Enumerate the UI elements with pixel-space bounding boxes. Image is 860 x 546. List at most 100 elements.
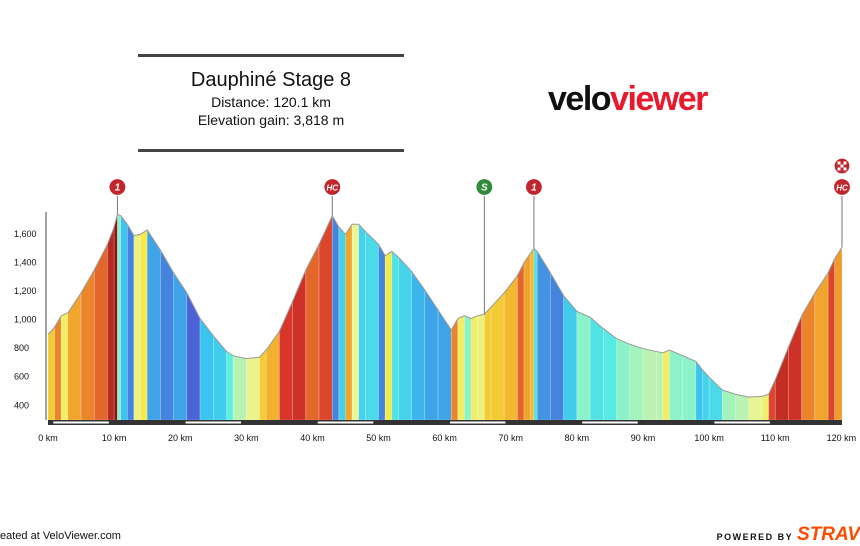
profile-segment <box>533 247 538 421</box>
powered-by-footer: POWERED BY STRAV <box>717 524 860 546</box>
profile-segment <box>305 244 320 421</box>
baseline-bar <box>48 420 842 425</box>
profile-segment <box>292 269 307 421</box>
profile-segment <box>576 310 591 421</box>
profile-segment <box>629 343 644 421</box>
marker-label: S <box>481 183 488 194</box>
profile-segment <box>140 229 148 421</box>
profile-segment <box>616 338 631 421</box>
x-tick-label: 80 km <box>565 433 590 443</box>
profile-segment <box>80 268 95 421</box>
profile-segment <box>318 215 333 421</box>
profile-segment <box>814 271 829 421</box>
x-tick-label: 70 km <box>499 433 524 443</box>
powered-by-text: POWERED BY <box>716 532 798 542</box>
profile-segment <box>47 326 55 421</box>
x-tick-label: 50 km <box>366 433 391 443</box>
x-tick-label: 90 km <box>631 433 656 443</box>
profile-segment <box>589 316 604 421</box>
marker-label: 1 <box>531 183 537 194</box>
marker-label: HC <box>836 184 848 193</box>
profile-segment <box>503 274 518 421</box>
profile-segment <box>133 233 141 421</box>
profile-segment <box>536 250 551 421</box>
x-tick-label: 10 km <box>102 433 127 443</box>
profile-segment <box>834 246 843 421</box>
profile-segment <box>662 349 670 421</box>
finish-flag-check <box>843 167 847 171</box>
profile-segment <box>259 349 267 421</box>
profile-segment <box>107 227 115 421</box>
x-tick-label: 20 km <box>168 433 193 443</box>
profile-segment <box>146 229 161 421</box>
x-tick-label: 110 km <box>761 433 790 443</box>
x-tick-label: 0 km <box>38 433 58 443</box>
climb-category-badge <box>524 177 544 197</box>
profile-segment <box>391 250 399 421</box>
elevation-gain-text: Elevation gain: 3,818 m <box>197 112 345 128</box>
stage-title-box: Dauphiné Stage 8 Distance: 120.1 km Elev… <box>138 54 404 152</box>
profile-segment <box>490 292 505 421</box>
profile-segment <box>484 306 492 421</box>
profile-segment <box>695 360 703 421</box>
x-tick-label: 120 km <box>827 433 857 443</box>
y-tick-label: 400 <box>14 400 29 410</box>
profile-segment <box>655 351 664 421</box>
x-tick-label: 60 km <box>432 433 457 443</box>
distance-text: Distance: 120.1 km <box>211 94 331 110</box>
profile-segment <box>113 214 118 421</box>
profile-segment <box>748 396 763 421</box>
profile-segment <box>682 355 697 421</box>
profile-segment <box>365 230 379 421</box>
stage-title: Dauphiné Stage 8 <box>190 69 352 91</box>
profile-segment <box>457 315 465 421</box>
profile-segment <box>351 223 360 421</box>
y-tick-label: 1,000 <box>14 315 37 325</box>
profile-segment <box>358 223 366 421</box>
profile-segment <box>477 313 485 421</box>
climb-category-badge <box>108 177 127 197</box>
profile-outline <box>47 213 843 398</box>
finish-flag-check <box>837 167 841 171</box>
finish-flag-check <box>843 161 847 165</box>
profile-segment <box>378 243 386 421</box>
profile-segment <box>530 247 535 421</box>
baseline-km-block <box>53 421 109 424</box>
profile-segment <box>517 262 525 421</box>
profile-segment <box>67 291 82 421</box>
profile-segment <box>774 347 789 421</box>
profile-segment <box>127 223 135 421</box>
profile-segment <box>246 356 260 421</box>
profile-segment <box>338 226 346 421</box>
profile-segment <box>603 327 617 421</box>
profile-segment <box>735 393 750 421</box>
profile-segment <box>117 213 122 421</box>
y-tick-label: 1,200 <box>14 286 37 296</box>
profile-segment <box>722 389 736 421</box>
profile-segment <box>345 223 353 421</box>
profile-segment <box>761 393 769 421</box>
profile-segment <box>160 248 174 421</box>
profile-segment <box>331 214 340 421</box>
x-tick-label: 100 km <box>694 433 724 443</box>
profile-segment <box>60 312 69 421</box>
baseline-km-block <box>582 421 638 424</box>
logo-part-velo: velo <box>548 80 612 118</box>
baseline-km-block <box>317 421 374 424</box>
profile-segment <box>186 292 201 421</box>
profile-segment <box>384 250 393 421</box>
profile-segment <box>120 214 128 421</box>
finish-flag-check <box>840 164 844 168</box>
profile-segment <box>279 301 293 421</box>
finish-flag-check <box>837 161 841 165</box>
y-tick-label: 1,400 <box>14 257 37 267</box>
y-tick-label: 1,600 <box>14 229 37 239</box>
profile-segment <box>464 315 472 421</box>
profile-segment <box>450 317 459 421</box>
baseline-km-block <box>714 421 770 424</box>
marker-label: HC <box>326 184 338 193</box>
climb-category-badge <box>832 177 852 197</box>
strava-brand: STRAV <box>797 524 860 545</box>
created-at-footer: eated at VeloViewer.com <box>0 530 121 542</box>
elevation-profile-chart: 400 600 800 1,000 1,200 1,400 1,600 0 km 10 km 20… <box>14 157 857 443</box>
